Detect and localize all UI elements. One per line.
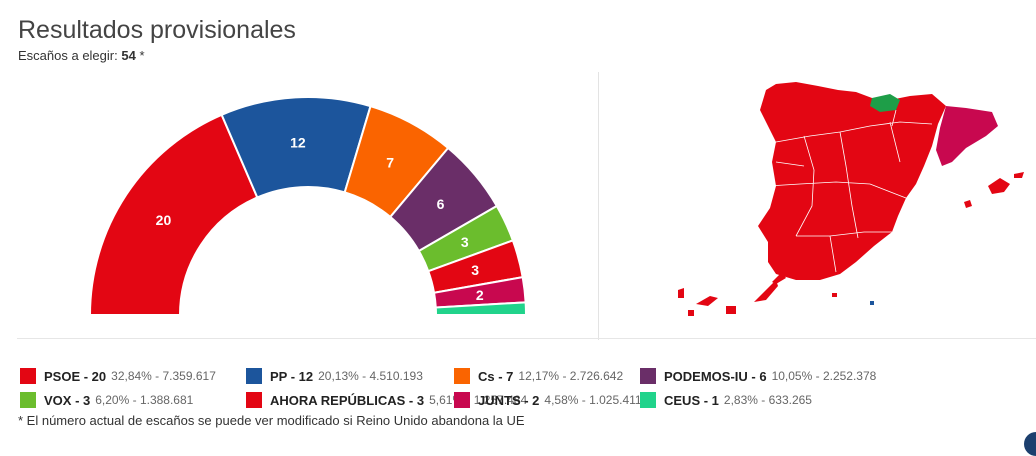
legend-swatch bbox=[246, 368, 262, 384]
legend-item-pp[interactable]: PP - 12 20,13% - 4.510.193 bbox=[246, 364, 423, 388]
map-island-gomera[interactable] bbox=[688, 310, 694, 316]
legend-party-label: JUNTS - 2 bbox=[478, 392, 540, 408]
legend-party-stats: 32,84% - 7.359.617 bbox=[111, 369, 216, 383]
spain-results-map bbox=[678, 82, 1024, 316]
legend-item-junts[interactable]: JUNTS - 2 4,58% - 1.025.411 bbox=[454, 388, 642, 412]
legend-item-cs[interactable]: Cs - 7 12,17% - 2.726.642 bbox=[454, 364, 623, 388]
legend-item-ceus[interactable]: CEUS - 1 2,83% - 633.265 bbox=[640, 388, 812, 412]
legend-item-podemos-iu[interactable]: PODEMOS-IU - 6 10,05% - 2.252.378 bbox=[640, 364, 876, 388]
legend-party-label: PP - 12 bbox=[270, 368, 314, 384]
legend-party-label: PSOE - 20 bbox=[44, 368, 107, 384]
hemicycle-segment-ceus[interactable] bbox=[434, 301, 528, 316]
map-canary-islands bbox=[678, 272, 786, 316]
hemicycle-seat-label: 2 bbox=[476, 287, 484, 303]
legend-party-label: Cs - 7 bbox=[478, 368, 514, 384]
hemicycle-segment-psoe[interactable] bbox=[88, 113, 259, 316]
legend-swatch bbox=[454, 392, 470, 408]
map-region-mainland[interactable] bbox=[758, 82, 946, 280]
vertical-divider bbox=[598, 72, 599, 340]
map-island-gran-canaria[interactable] bbox=[726, 306, 736, 314]
legend-swatch bbox=[640, 368, 656, 384]
seats-to-elect: Escaños a elegir: 54 * bbox=[18, 48, 145, 63]
seats-label: Escaños a elegir: bbox=[18, 48, 118, 63]
legend-party-label: CEUS - 1 bbox=[664, 392, 719, 408]
legend-party-stats: 10,05% - 2.252.378 bbox=[771, 369, 877, 383]
map-island-ibiza[interactable] bbox=[964, 200, 972, 208]
map-island-tenerife[interactable] bbox=[696, 296, 718, 306]
legend-swatch bbox=[20, 368, 36, 384]
hemicycle-chart: 20 12 7 6 33 2 bbox=[88, 96, 528, 316]
legend-party-stats: 2,83% - 633.265 bbox=[723, 393, 812, 407]
legend-swatch bbox=[20, 392, 36, 408]
hemicycle-seat-label: 20 bbox=[156, 212, 172, 228]
chat-bubble-icon[interactable] bbox=[1024, 432, 1036, 456]
footnote: * El número actual de escaños se puede v… bbox=[18, 413, 525, 428]
page-title: Resultados provisionales bbox=[18, 16, 296, 44]
legend-party-label: PODEMOS-IU - 6 bbox=[664, 368, 767, 384]
legend-item-ahora-rep-blicas[interactable]: AHORA REPÚBLICAS - 3 5,61% - 1.257.484 bbox=[246, 388, 527, 412]
map-ceuta[interactable] bbox=[832, 293, 837, 297]
hemicycle-seat-label: 6 bbox=[437, 196, 445, 212]
map-peninsula bbox=[758, 82, 998, 280]
hemicycle-seat-label: 12 bbox=[290, 134, 306, 150]
legend-party-label: VOX - 3 bbox=[44, 392, 91, 408]
legend-item-psoe[interactable]: PSOE - 20 32,84% - 7.359.617 bbox=[20, 364, 216, 388]
legend-party-stats: 4,58% - 1.025.411 bbox=[544, 393, 642, 407]
map-island-menorca[interactable] bbox=[1014, 172, 1024, 178]
map-region-boundaries bbox=[767, 109, 933, 273]
map-region-catalonia[interactable] bbox=[936, 106, 998, 166]
hemicycle-seat-label: 7 bbox=[386, 155, 394, 171]
seats-asterisk: * bbox=[139, 48, 145, 63]
seats-value: 54 bbox=[121, 48, 136, 63]
legend-party-stats: 20,13% - 4.510.193 bbox=[318, 369, 423, 383]
map-balearic-islands bbox=[964, 172, 1024, 208]
map-island-lanzarote[interactable] bbox=[772, 272, 786, 284]
legend-swatch bbox=[454, 368, 470, 384]
map-island-fuerteventura[interactable] bbox=[754, 280, 778, 302]
legend-party-stats: 5,61% - 1.257.484 bbox=[429, 393, 528, 407]
legend-swatch bbox=[246, 392, 262, 408]
hemicycle-seat-label: 3 bbox=[471, 262, 479, 278]
map-island-mallorca[interactable] bbox=[988, 178, 1010, 194]
hemicycle-seat-label: 3 bbox=[461, 234, 469, 250]
horizontal-divider bbox=[17, 338, 1036, 339]
legend-party-stats: 6,20% - 1.388.681 bbox=[95, 393, 194, 407]
map-island-la-palma[interactable] bbox=[678, 288, 684, 298]
legend-party-label: AHORA REPÚBLICAS - 3 bbox=[270, 392, 425, 408]
legend-item-vox[interactable]: VOX - 3 6,20% - 1.388.681 bbox=[20, 388, 193, 412]
map-region-basque[interactable] bbox=[870, 94, 900, 112]
map-melilla[interactable] bbox=[870, 301, 874, 305]
legend-party-stats: 12,17% - 2.726.642 bbox=[518, 369, 624, 383]
legend-swatch bbox=[640, 392, 656, 408]
